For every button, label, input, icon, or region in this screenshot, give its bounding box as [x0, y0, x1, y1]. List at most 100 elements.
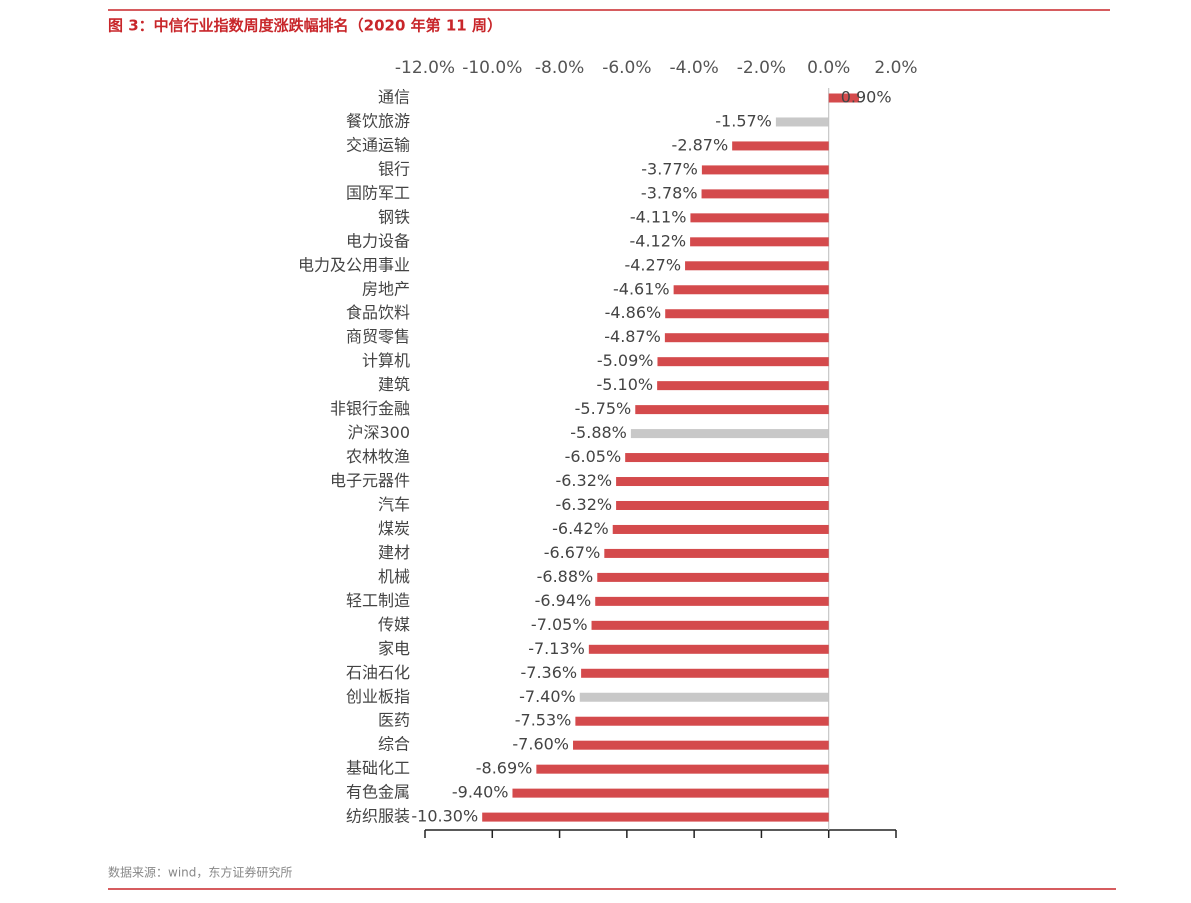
- bar: [732, 141, 829, 151]
- x-tick-label: 0.0%: [807, 58, 850, 78]
- category-label: 有色金属: [346, 783, 410, 802]
- value-label: -6.42%: [552, 519, 609, 538]
- category-label: 电力及公用事业: [298, 255, 410, 274]
- x-tick-label: -2.0%: [737, 58, 786, 78]
- category-label: 国防军工: [346, 183, 410, 202]
- value-label: -4.61%: [613, 279, 670, 298]
- bar: [657, 357, 829, 367]
- value-label: -4.87%: [604, 327, 661, 346]
- bar: [630, 429, 829, 439]
- x-tick-label: -10.0%: [462, 58, 522, 78]
- bar: [482, 812, 829, 822]
- value-label: -5.09%: [597, 351, 654, 370]
- bar: [690, 213, 829, 223]
- x-tick-label: -8.0%: [535, 58, 584, 78]
- bar: [635, 405, 829, 415]
- category-label: 传媒: [378, 615, 410, 634]
- value-label: -6.94%: [535, 591, 592, 610]
- chart-title: 图 3：中信行业指数周度涨跌幅排名（2020 年第 11 周）: [108, 17, 502, 35]
- value-label: 0.90%: [841, 88, 892, 107]
- category-label: 非银行金融: [330, 399, 410, 418]
- bar: [616, 477, 829, 487]
- x-tick-label: -12.0%: [395, 58, 455, 78]
- category-label: 计算机: [362, 351, 410, 370]
- value-label: -9.40%: [452, 783, 509, 802]
- category-label: 电力设备: [346, 231, 410, 250]
- category-label: 轻工制造: [346, 591, 410, 610]
- category-label: 沪深300: [347, 423, 410, 442]
- category-label: 电子元器件: [330, 471, 410, 490]
- bar: [581, 668, 829, 678]
- bar: [828, 93, 859, 103]
- category-label: 餐饮旅游: [346, 111, 410, 130]
- category-label: 建材: [378, 543, 410, 562]
- bar: [612, 524, 829, 534]
- category-label: 银行: [378, 159, 410, 178]
- value-label: -4.27%: [624, 255, 681, 274]
- value-label: -6.88%: [537, 567, 594, 586]
- bar: [657, 381, 829, 391]
- value-label: -7.60%: [512, 735, 569, 754]
- bar: [575, 716, 829, 726]
- source-note: 数据来源：wind，东方证券研究所: [108, 865, 292, 880]
- category-label: 创业板指: [346, 687, 410, 706]
- value-label: -2.87%: [672, 135, 729, 154]
- bar: [616, 500, 829, 510]
- value-label: -8.69%: [476, 759, 533, 778]
- value-label: -5.88%: [570, 423, 627, 442]
- bar: [536, 764, 829, 774]
- category-label: 建筑: [378, 375, 410, 394]
- category-label: 机械: [378, 567, 410, 586]
- bar: [625, 453, 829, 463]
- bar: [588, 644, 829, 654]
- category-label: 通信: [378, 88, 410, 107]
- category-label: 纺织服装: [346, 807, 410, 826]
- category-label: 交通运输: [346, 135, 410, 154]
- bar: [685, 261, 829, 271]
- category-label: 汽车: [378, 495, 410, 514]
- bar: [591, 620, 829, 630]
- value-label: -7.53%: [515, 711, 572, 730]
- x-tick-label: 2.0%: [874, 58, 917, 78]
- value-label: -7.40%: [519, 687, 576, 706]
- value-label: -6.32%: [555, 471, 612, 490]
- value-label: -3.78%: [641, 183, 698, 202]
- value-label: -7.05%: [531, 615, 588, 634]
- category-label: 家电: [378, 639, 410, 658]
- value-label: -5.75%: [575, 399, 632, 418]
- category-label: 房地产: [362, 279, 410, 298]
- bar: [665, 309, 829, 319]
- bar: [690, 237, 829, 247]
- x-tick-label: -6.0%: [602, 58, 651, 78]
- category-label: 综合: [378, 735, 410, 754]
- category-label: 食品饮料: [346, 303, 410, 322]
- bar: [595, 596, 829, 606]
- value-label: -1.57%: [715, 111, 772, 130]
- value-label: -5.10%: [597, 375, 654, 394]
- category-label: 医药: [378, 711, 410, 730]
- value-label: -4.86%: [605, 303, 662, 322]
- value-label: -6.32%: [555, 495, 612, 514]
- category-label: 石油石化: [346, 663, 410, 682]
- category-label: 农林牧渔: [346, 447, 410, 466]
- value-label: -6.67%: [544, 543, 601, 562]
- x-tick-label: -4.0%: [669, 58, 718, 78]
- category-label: 基础化工: [346, 759, 410, 778]
- bar: [597, 572, 829, 582]
- category-label: 商贸零售: [346, 327, 410, 346]
- value-label: -7.36%: [520, 663, 577, 682]
- value-label: -4.12%: [629, 231, 686, 250]
- value-label: -6.05%: [565, 447, 622, 466]
- bar: [579, 692, 829, 702]
- bar: [701, 165, 829, 175]
- value-label: -7.13%: [528, 639, 585, 658]
- bar: [664, 333, 829, 343]
- category-label: 钢铁: [378, 207, 410, 226]
- bar: [673, 285, 829, 295]
- value-label: -10.30%: [411, 807, 478, 826]
- value-label: -3.77%: [641, 159, 698, 178]
- value-label: -4.11%: [630, 207, 687, 226]
- category-label: 煤炭: [378, 519, 410, 538]
- bar: [701, 189, 829, 199]
